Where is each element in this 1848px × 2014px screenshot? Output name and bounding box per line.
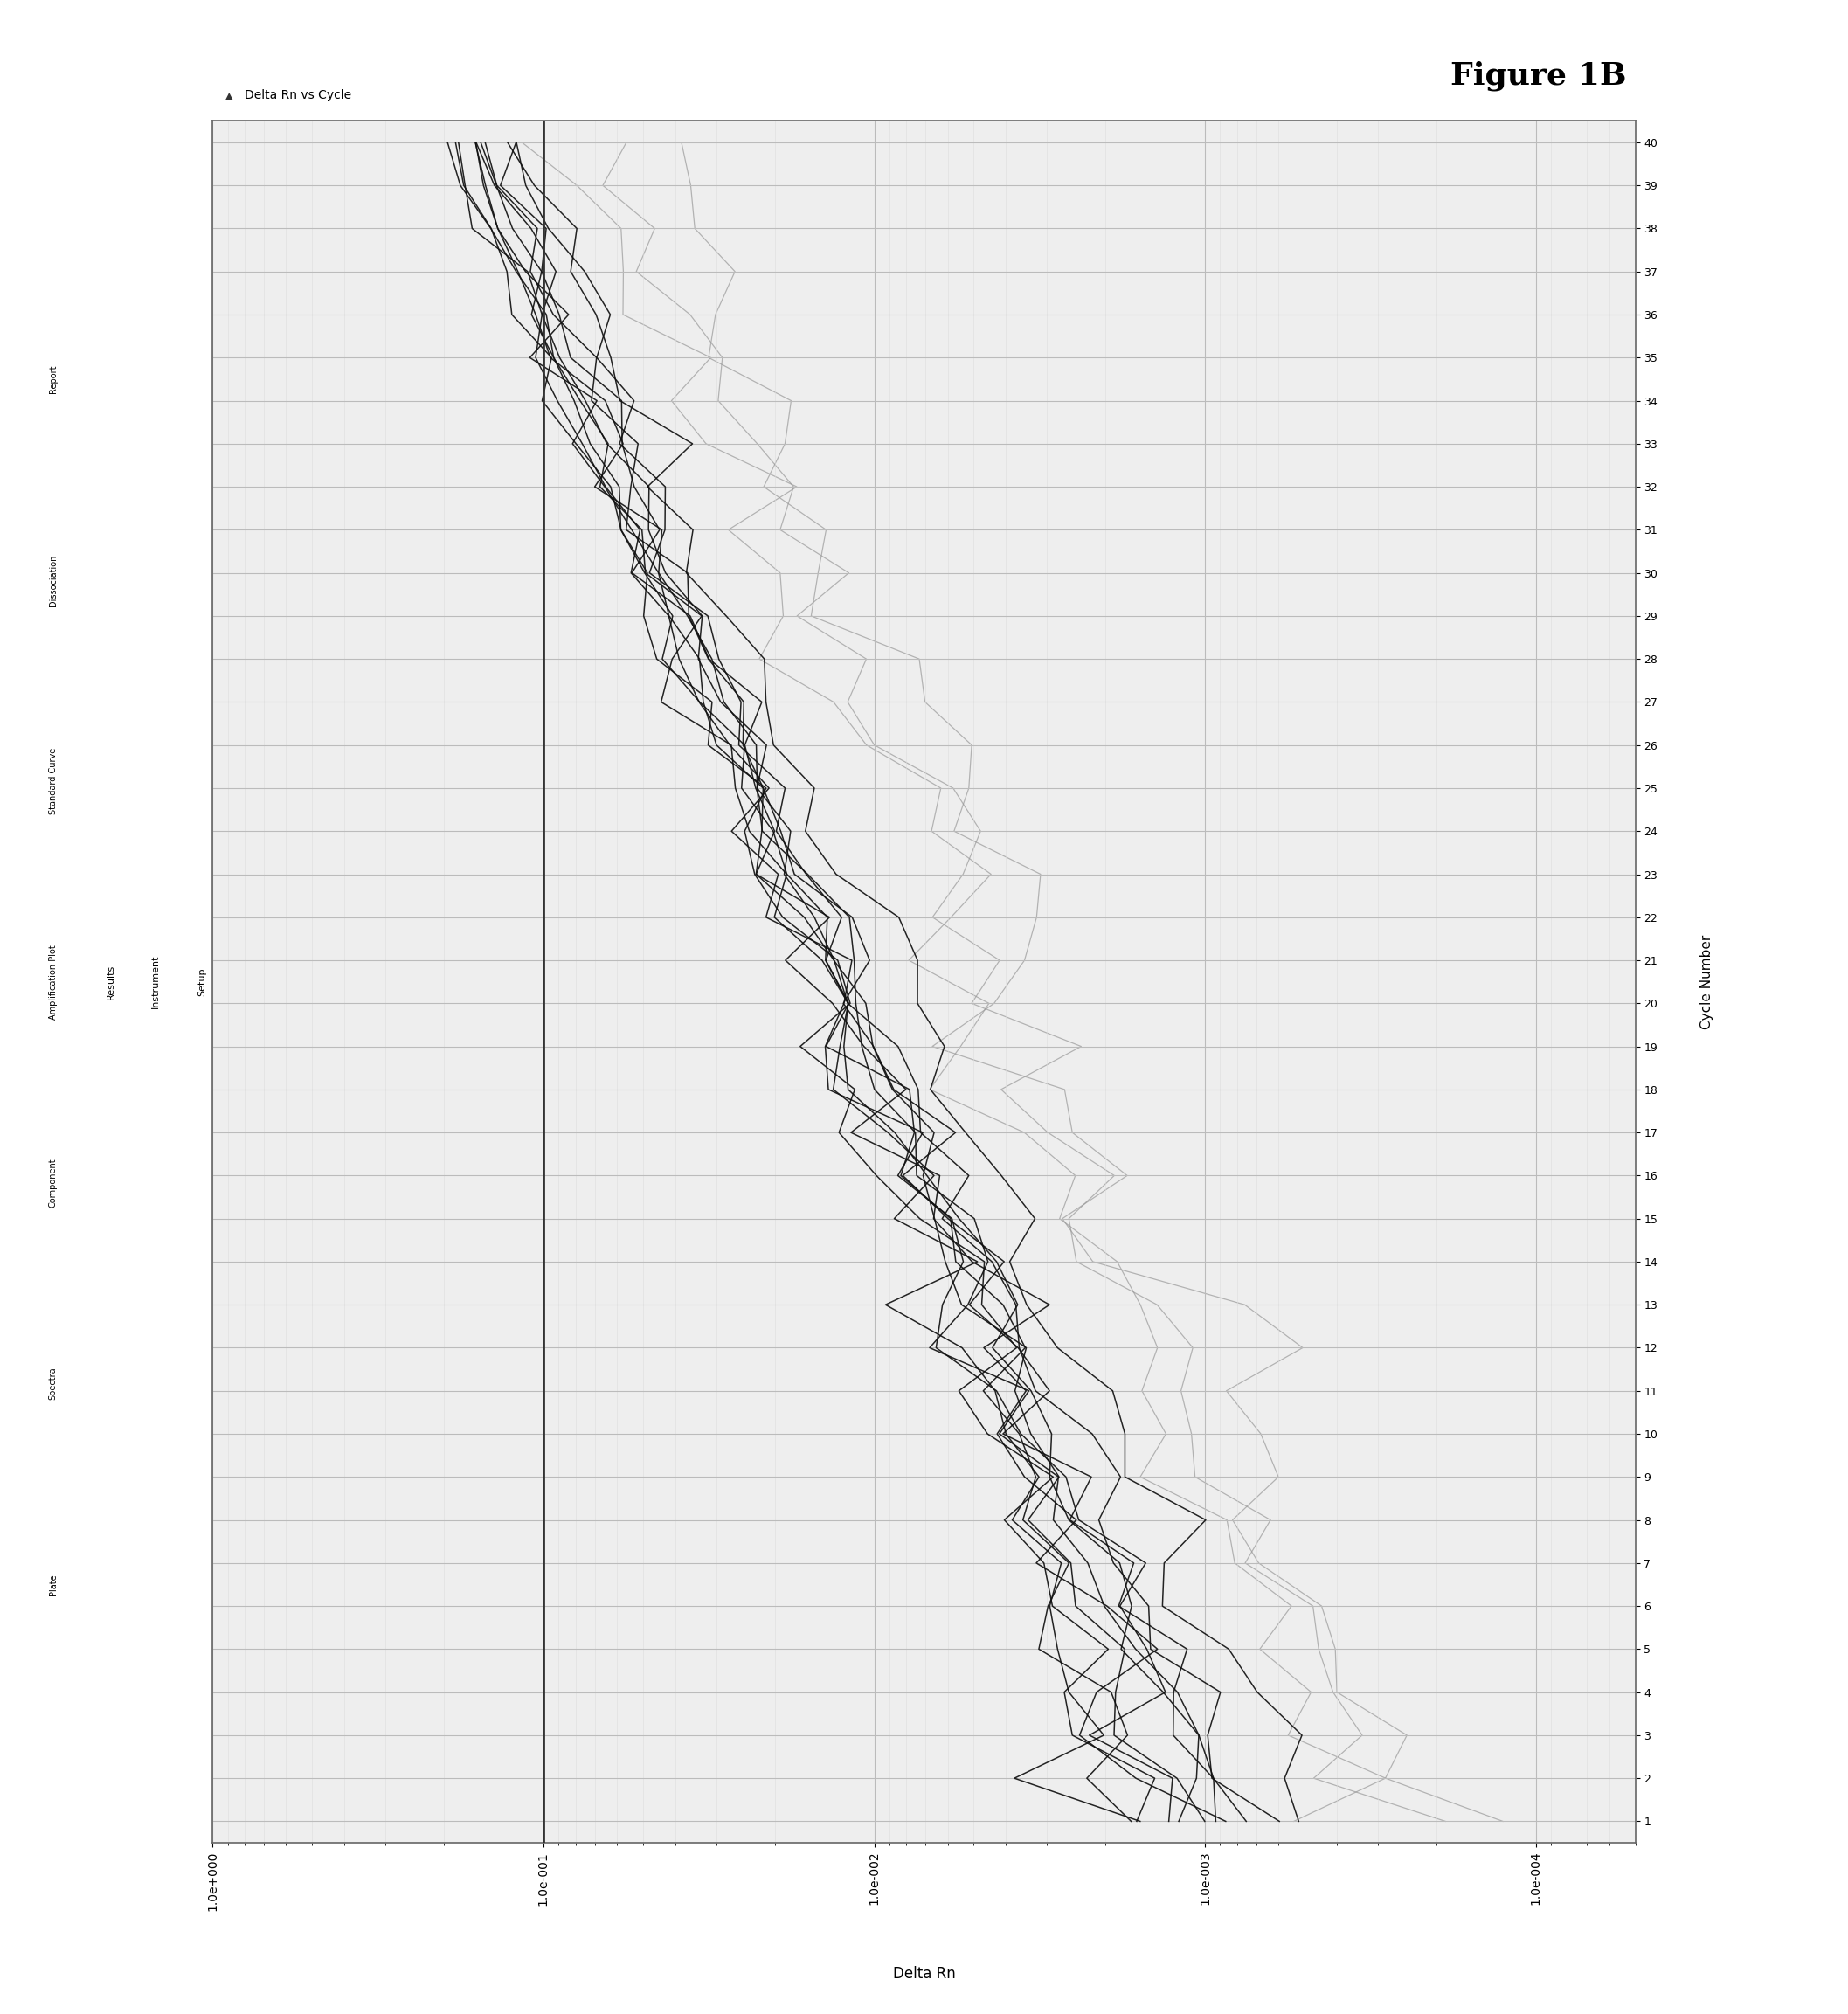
Y-axis label: Cycle Number: Cycle Number — [1700, 934, 1713, 1029]
Text: Spectra: Spectra — [48, 1368, 57, 1400]
Text: Dissociation: Dissociation — [48, 554, 57, 606]
Text: Results: Results — [105, 965, 115, 999]
Text: Component: Component — [48, 1158, 57, 1208]
Text: Figure 1B: Figure 1B — [1451, 60, 1626, 91]
X-axis label: Delta Rn: Delta Rn — [893, 1966, 955, 1982]
Text: Setup: Setup — [198, 967, 207, 997]
Text: Delta Rn vs Cycle: Delta Rn vs Cycle — [244, 89, 351, 103]
Text: Plate: Plate — [48, 1573, 57, 1595]
Text: Instrument: Instrument — [152, 955, 159, 1009]
Text: Standard Curve: Standard Curve — [48, 747, 57, 814]
Text: ▲: ▲ — [225, 91, 233, 101]
Text: Amplification Plot: Amplification Plot — [48, 945, 57, 1019]
Text: Report: Report — [48, 365, 57, 393]
